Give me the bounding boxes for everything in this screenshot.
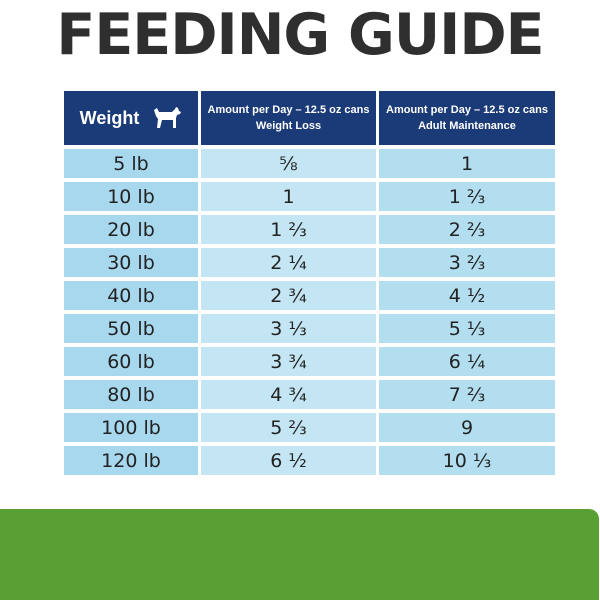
header-weight-label: Weight — [79, 108, 140, 128]
weight-loss-cell: ⅝ — [201, 149, 376, 178]
weight-loss-cell: 3 ⅓ — [201, 314, 376, 343]
maintenance-cell: 10 ⅓ — [379, 446, 555, 475]
weight-cell: 100 lb — [64, 413, 198, 442]
weight-loss-cell: 1 — [201, 182, 376, 211]
weight-cell: 50 lb — [64, 314, 198, 343]
weight-cell: 10 lb — [64, 182, 198, 211]
weight-loss-cell: 5 ⅔ — [201, 413, 376, 442]
footer-band — [0, 509, 599, 600]
table-header-row: Weight Amount per Day – 12.5 oz cans Wei… — [64, 91, 555, 145]
maintenance-cell: 2 ⅔ — [379, 215, 555, 244]
weight-cell: 20 lb — [64, 215, 198, 244]
table-row: 20 lb 1 ⅔ 2 ⅔ — [64, 215, 555, 244]
page-title: FEEDING GUIDE — [56, 2, 544, 68]
weight-loss-cell: 6 ½ — [201, 446, 376, 475]
header-adult-maintenance: Amount per Day – 12.5 oz cans Adult Main… — [379, 91, 555, 145]
maintenance-cell: 7 ⅔ — [379, 380, 555, 409]
header-weight: Weight — [64, 91, 198, 145]
maintenance-cell: 1 ⅔ — [379, 182, 555, 211]
weight-cell: 30 lb — [64, 248, 198, 277]
table-row: 5 lb ⅝ 1 — [64, 149, 555, 178]
maintenance-cell: 1 — [379, 149, 555, 178]
table-row: 50 lb 3 ⅓ 5 ⅓ — [64, 314, 555, 343]
maintenance-cell: 3 ⅔ — [379, 248, 555, 277]
maintenance-cell: 5 ⅓ — [379, 314, 555, 343]
table-row: 60 lb 3 ¾ 6 ¼ — [64, 347, 555, 376]
maintenance-cell: 9 — [379, 413, 555, 442]
weight-cell: 80 lb — [64, 380, 198, 409]
weight-cell: 40 lb — [64, 281, 198, 310]
weight-loss-cell: 3 ¾ — [201, 347, 376, 376]
table-row: 40 lb 2 ¾ 4 ½ — [64, 281, 555, 310]
weight-cell: 120 lb — [64, 446, 198, 475]
table-row: 10 lb 1 1 ⅔ — [64, 182, 555, 211]
table-row: 30 lb 2 ¼ 3 ⅔ — [64, 248, 555, 277]
weight-loss-cell: 4 ¾ — [201, 380, 376, 409]
feeding-table: Weight Amount per Day – 12.5 oz cans Wei… — [61, 87, 558, 479]
dog-icon — [154, 107, 182, 128]
weight-cell: 60 lb — [64, 347, 198, 376]
header-weight-loss: Amount per Day – 12.5 oz cans Weight Los… — [201, 91, 376, 145]
weight-cell: 5 lb — [64, 149, 198, 178]
maintenance-cell: 4 ½ — [379, 281, 555, 310]
table-row: 100 lb 5 ⅔ 9 — [64, 413, 555, 442]
weight-loss-cell: 2 ¾ — [201, 281, 376, 310]
table-row: 120 lb 6 ½ 10 ⅓ — [64, 446, 555, 475]
weight-loss-cell: 1 ⅔ — [201, 215, 376, 244]
maintenance-cell: 6 ¼ — [379, 347, 555, 376]
weight-loss-cell: 2 ¼ — [201, 248, 376, 277]
table-row: 80 lb 4 ¾ 7 ⅔ — [64, 380, 555, 409]
